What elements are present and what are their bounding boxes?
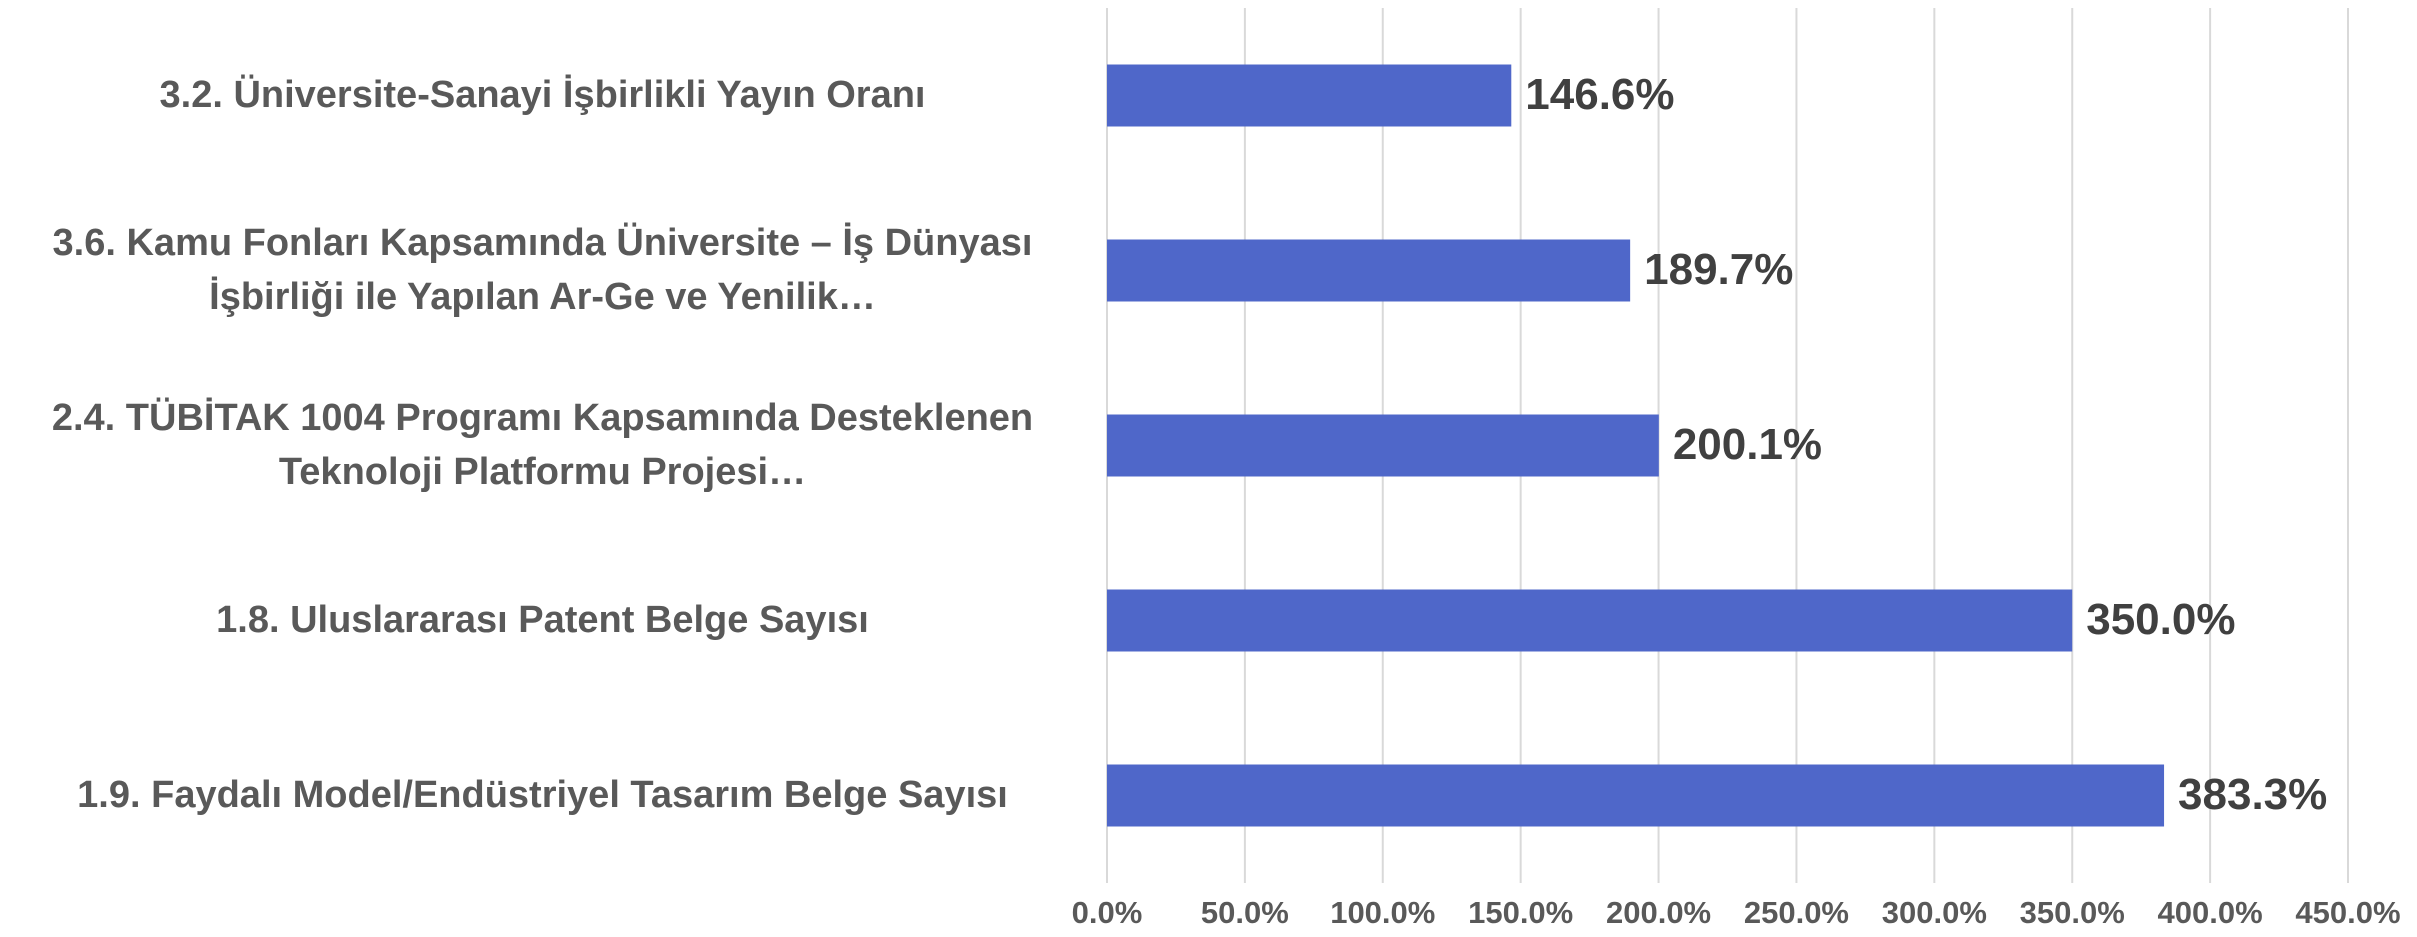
y-tick-label: 3.6. Kamu Fonları Kapsamında Üniversite …: [52, 222, 1033, 318]
x-tick-label: 50.0%: [1201, 895, 1289, 930]
bar: [1107, 764, 2165, 827]
y-tick-label: 3.2. Üniversite-Sanayi İşbirlikli Yayın …: [159, 73, 926, 116]
x-tick-label: 0.0%: [1072, 895, 1143, 930]
data-label: 350.0%: [2086, 595, 2235, 644]
data-label: 200.1%: [1673, 420, 1822, 469]
bar: [1107, 589, 2073, 652]
y-tick-label: 1.8. Uluslararası Patent Belge Sayısı: [216, 598, 869, 641]
x-tick-label: 450.0%: [2295, 895, 2400, 930]
data-label: 383.3%: [2178, 770, 2327, 819]
data-label: 146.6%: [1525, 70, 1674, 119]
bar: [1107, 414, 1659, 477]
bar: [1107, 64, 1512, 127]
x-tick-label: 250.0%: [1744, 895, 1849, 930]
bar: [1107, 239, 1631, 302]
x-tick-label: 300.0%: [1882, 895, 1987, 930]
data-label: 189.7%: [1644, 245, 1793, 294]
x-tick-label: 400.0%: [2158, 895, 2263, 930]
x-tick-label: 150.0%: [1468, 895, 1573, 930]
x-tick-label: 350.0%: [2020, 895, 2125, 930]
x-tick-label: 200.0%: [1606, 895, 1711, 930]
y-tick-label: 1.9. Faydalı Model/Endüstriyel Tasarım B…: [77, 773, 1008, 816]
y-tick-label: 2.4. TÜBİTAK 1004 Programı Kapsamında De…: [51, 397, 1034, 493]
x-tick-label: 100.0%: [1330, 895, 1435, 930]
